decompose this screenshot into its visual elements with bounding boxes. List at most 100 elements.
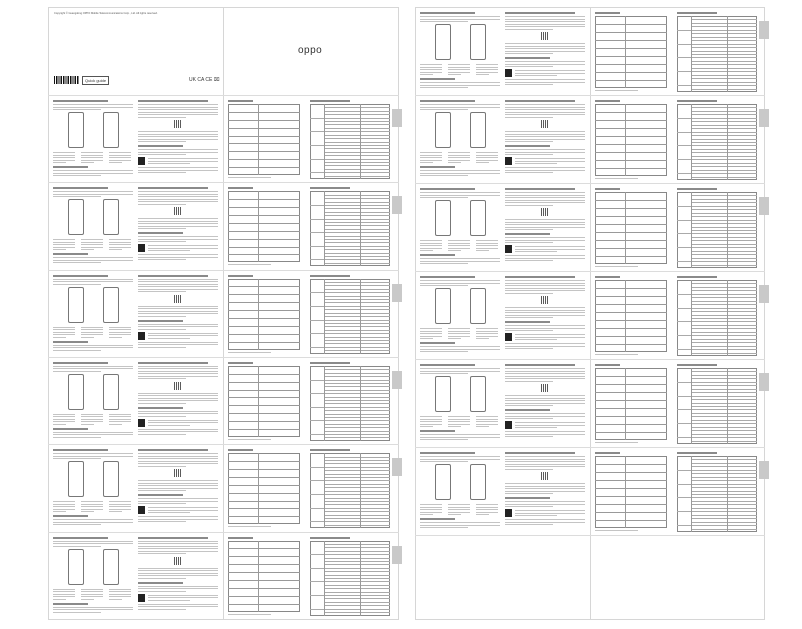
legend-item [476,506,498,508]
text-line [138,540,218,542]
text-line [138,455,218,457]
legend-item [476,247,498,249]
frequency-row-divider [324,571,390,573]
section-heading [138,100,208,102]
frequency-row-divider [691,223,757,225]
text-line [505,415,585,417]
text-line [515,422,585,423]
text-line [505,114,585,115]
text-line [53,196,101,198]
text-line [138,482,218,484]
legend-item [81,591,103,592]
text-line [515,336,585,338]
frequency-row-divider [677,117,757,119]
frequency-row-divider [324,460,390,462]
frequency-row-divider [691,419,757,421]
spec-row-divider [228,548,300,550]
frequency-row-divider [691,521,757,523]
text-line [505,23,585,25]
text-line [138,131,218,132]
frequency-row-divider [324,473,390,475]
frequency-row-divider [691,324,757,326]
legend-item [420,240,442,241]
spec-row-divider [228,207,300,209]
legend-item [420,69,442,70]
spec-row-divider [595,288,667,289]
frequency-row-divider [691,480,757,482]
frequency-row-divider [324,151,390,153]
frequency-row-divider [691,311,757,313]
language-tab [392,370,402,389]
section-heading [138,361,208,364]
language-tab [759,21,769,39]
frequency-row-divider [691,473,757,475]
spec-col-divider [625,368,626,440]
text-line [505,106,585,108]
spec-table-title [595,188,620,190]
frequency-row-divider [324,138,390,140]
subheading [420,518,455,520]
text-line [53,455,133,457]
frequency-row-divider [691,230,757,231]
spec-row-divider [595,392,667,393]
legend-item [420,250,434,251]
section-heading [53,361,108,364]
table-note [228,613,272,615]
spec-row-divider [228,492,300,494]
text-line [53,344,133,346]
frequency-row-divider [691,430,757,432]
frequency-row-divider [677,219,757,221]
text-line [53,349,101,351]
table-note [228,438,272,440]
frequency-row-divider [691,152,757,154]
spec-row-divider [595,208,667,209]
frequency-row-divider [691,257,757,259]
text-line [138,191,218,193]
text-line [53,106,133,108]
legend-item [476,333,498,334]
frequency-row-divider [310,259,390,261]
frequency-row-divider [324,504,390,506]
legend-item [53,334,75,336]
legend-item [81,329,103,331]
legend-item [448,504,470,505]
frequency-row-divider [310,333,390,335]
frequency-table-title [310,361,350,364]
frequency-row-divider [310,521,390,523]
frequency-row-divider [691,74,757,76]
text-line [138,606,218,607]
frequency-row-divider [324,423,390,425]
frequency-row-divider [324,376,390,378]
legend-item [448,418,470,420]
legend-item [109,157,131,158]
spec-row-divider [595,200,667,201]
frequency-row-divider [324,322,390,324]
spec-table [228,453,300,525]
text-line [505,345,585,347]
legend-item [53,416,75,418]
text-line [138,198,218,200]
section-heading [420,276,475,278]
spec-row-divider [595,504,667,505]
frequency-row-divider [324,165,390,167]
text-line [148,247,218,249]
legend-item [448,247,470,249]
frequency-row-divider [691,121,757,123]
spec-row-divider [228,397,300,399]
subheading [138,145,183,147]
legend-item [109,413,131,415]
spec-row-divider [228,421,300,423]
text-line [53,458,101,460]
text-line [505,53,553,54]
nfc-icon [505,69,512,77]
frequency-row-divider [691,148,757,150]
legend-item [420,245,442,246]
spec-row-divider [228,429,300,430]
text-line [420,84,500,86]
frequency-row-divider [677,437,757,439]
frequency-col-divider [324,365,325,441]
text-line [505,219,585,220]
text-line [420,348,500,350]
frequency-row-divider [324,430,390,432]
spec-row-divider [595,384,667,385]
